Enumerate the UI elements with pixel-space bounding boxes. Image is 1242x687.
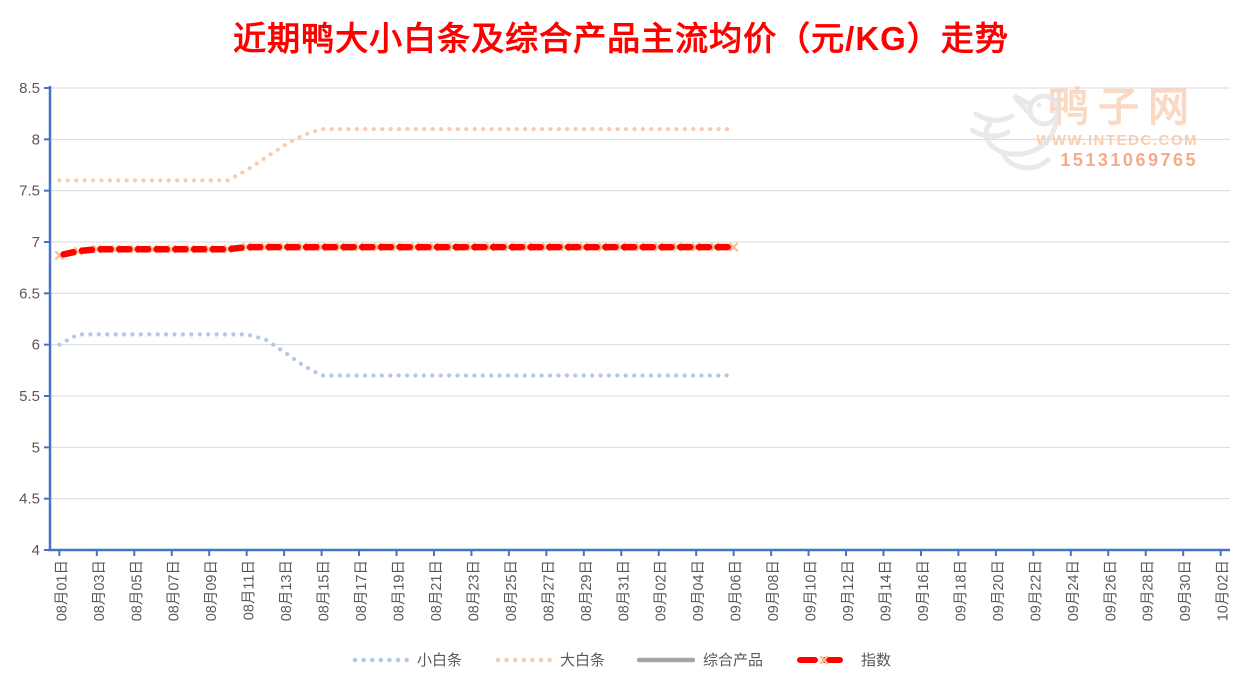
svg-text:09月20日: 09月20日 — [991, 560, 1007, 621]
svg-text:08月21日: 08月21日 — [429, 560, 445, 621]
chart-title: 近期鸭大小白条及综合产品主流均价（元/KG）走势 — [233, 20, 1009, 57]
svg-text:6.5: 6.5 — [19, 285, 40, 302]
legend-label-0: 小白条 — [416, 652, 462, 669]
svg-text:4.5: 4.5 — [19, 491, 40, 508]
svg-text:8.5: 8.5 — [19, 80, 40, 97]
legend-label-3: 指数 — [861, 652, 892, 669]
svg-text:5: 5 — [32, 439, 40, 456]
watermark-site: WWW.INTEDC.COM — [1036, 132, 1198, 150]
svg-text:09月12日: 09月12日 — [841, 560, 857, 621]
legend-item-zonghechanpin: 综合产品 — [637, 649, 763, 670]
svg-text:7: 7 — [32, 234, 40, 251]
svg-text:08月13日: 08月13日 — [279, 560, 295, 621]
svg-text:09月04日: 09月04日 — [691, 560, 707, 621]
svg-text:09月24日: 09月24日 — [1066, 560, 1082, 621]
svg-text:08月15日: 08月15日 — [317, 560, 333, 621]
duck-logo — [970, 93, 1061, 171]
svg-text:08月17日: 08月17日 — [354, 560, 370, 621]
watermark: 鸭子网 WWW.INTEDC.COM 15131069765 — [970, 82, 1198, 190]
svg-text:09月14日: 09月14日 — [878, 560, 894, 621]
svg-text:08月11日: 08月11日 — [242, 560, 258, 620]
legend-swatch-3 — [795, 654, 854, 665]
svg-text:08月05日: 08月05日 — [129, 560, 145, 621]
svg-text:09月08日: 09月08日 — [766, 560, 782, 621]
svg-text:08月23日: 08月23日 — [466, 560, 482, 621]
watermark-text: 鸭子网 WWW.INTEDC.COM 15131069765 — [1036, 82, 1198, 171]
svg-text:6: 6 — [32, 337, 40, 354]
svg-text:08月27日: 08月27日 — [541, 560, 557, 621]
series-0-dotted — [57, 332, 736, 378]
legend-swatch-1 — [495, 657, 552, 662]
svg-text:09月02日: 09月02日 — [654, 560, 670, 621]
svg-text:08月19日: 08月19日 — [392, 560, 408, 621]
svg-text:09月10日: 09月10日 — [804, 560, 820, 621]
gridlines — [50, 87, 1230, 551]
legend-swatch-2 — [637, 657, 695, 662]
chart-legend: 小白条 大白条 综合产品 指数 — [0, 649, 1242, 670]
watermark-phone: 15131069765 — [1060, 150, 1198, 171]
svg-text:09月22日: 09月22日 — [1028, 560, 1044, 621]
svg-text:10月02日: 10月02日 — [1216, 560, 1232, 621]
svg-text:7.5: 7.5 — [19, 183, 40, 200]
svg-text:08月25日: 08月25日 — [504, 560, 520, 621]
legend-sample-1 — [494, 654, 552, 666]
svg-text:08月29日: 08月29日 — [579, 560, 595, 621]
series-1-dotted — [57, 127, 736, 183]
svg-text:8: 8 — [32, 131, 40, 148]
svg-text:09月06日: 09月06日 — [729, 560, 745, 621]
legend-sample-3 — [795, 654, 854, 666]
y-axis-labels: 8.5 8 7.5 7 6.5 6 5.5 5 4.5 4 — [19, 80, 50, 559]
svg-text:09月16日: 09月16日 — [916, 560, 932, 621]
svg-text:08月07日: 08月07日 — [167, 560, 183, 621]
legend-swatch-0 — [352, 657, 409, 662]
svg-text:09月18日: 09月18日 — [953, 560, 969, 621]
legend-label-2: 综合产品 — [703, 652, 764, 669]
watermark-brand: 鸭子网 — [1048, 84, 1198, 130]
series-3-dashed-x — [54, 242, 739, 261]
svg-text:08月03日: 08月03日 — [92, 560, 108, 621]
legend-item-zhishu: 指数 — [795, 649, 891, 670]
svg-text:08月09日: 08月09日 — [204, 560, 220, 621]
x-axis-labels: 08月01日 08月03日 08月05日 08月07日 08月09日 08月11日 08月1… — [54, 550, 1232, 621]
legend-sample-0 — [351, 654, 409, 666]
legend-item-dabaitiao: 大白条 — [494, 649, 605, 670]
svg-text:09月26日: 09月26日 — [1103, 560, 1119, 621]
svg-text:08月01日: 08月01日 — [54, 560, 70, 621]
legend-label-1: 大白条 — [559, 652, 605, 669]
svg-text:08月31日: 08月31日 — [616, 560, 632, 621]
svg-text:5.5: 5.5 — [19, 388, 40, 405]
svg-text:09月30日: 09月30日 — [1178, 560, 1194, 621]
svg-text:4: 4 — [32, 542, 40, 559]
legend-item-xiaobaitiao: 小白条 — [351, 649, 462, 670]
svg-text:09月28日: 09月28日 — [1141, 560, 1157, 621]
legend-sample-2 — [637, 654, 695, 666]
